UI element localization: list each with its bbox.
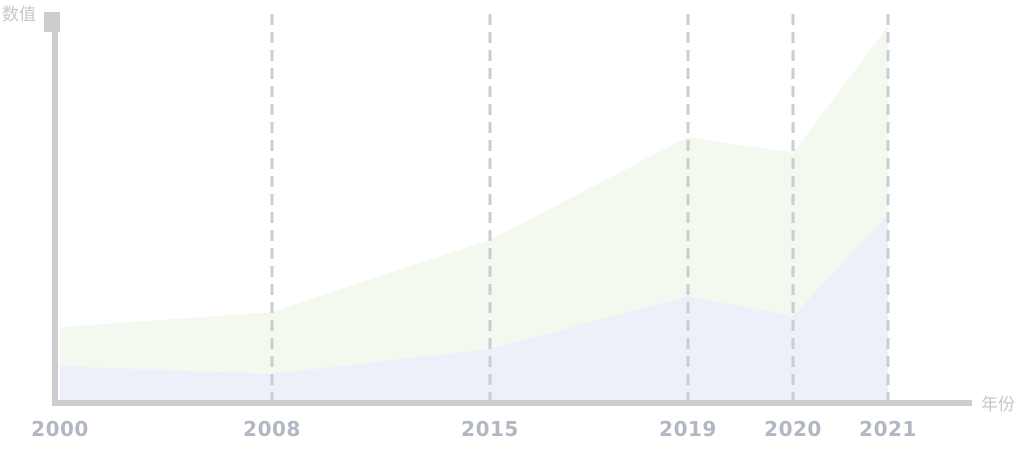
y-axis-line	[52, 12, 58, 406]
x-tick-label: 2008	[243, 417, 301, 441]
x-axis-line	[52, 400, 972, 406]
x-axis-name: 年份	[981, 395, 1015, 415]
x-tick-label: 2020	[764, 417, 822, 441]
x-tick-label: 2015	[461, 417, 519, 441]
area-band-lower-blue-series	[60, 213, 888, 403]
x-tick-label: 2019	[659, 417, 717, 441]
y-axis-cap	[44, 12, 60, 32]
area-band-upper-green-series	[60, 26, 888, 374]
x-tick-label: 2021	[859, 417, 917, 441]
x-tick-label: 2000	[31, 417, 89, 441]
y-axis-name: 数值	[2, 5, 36, 25]
